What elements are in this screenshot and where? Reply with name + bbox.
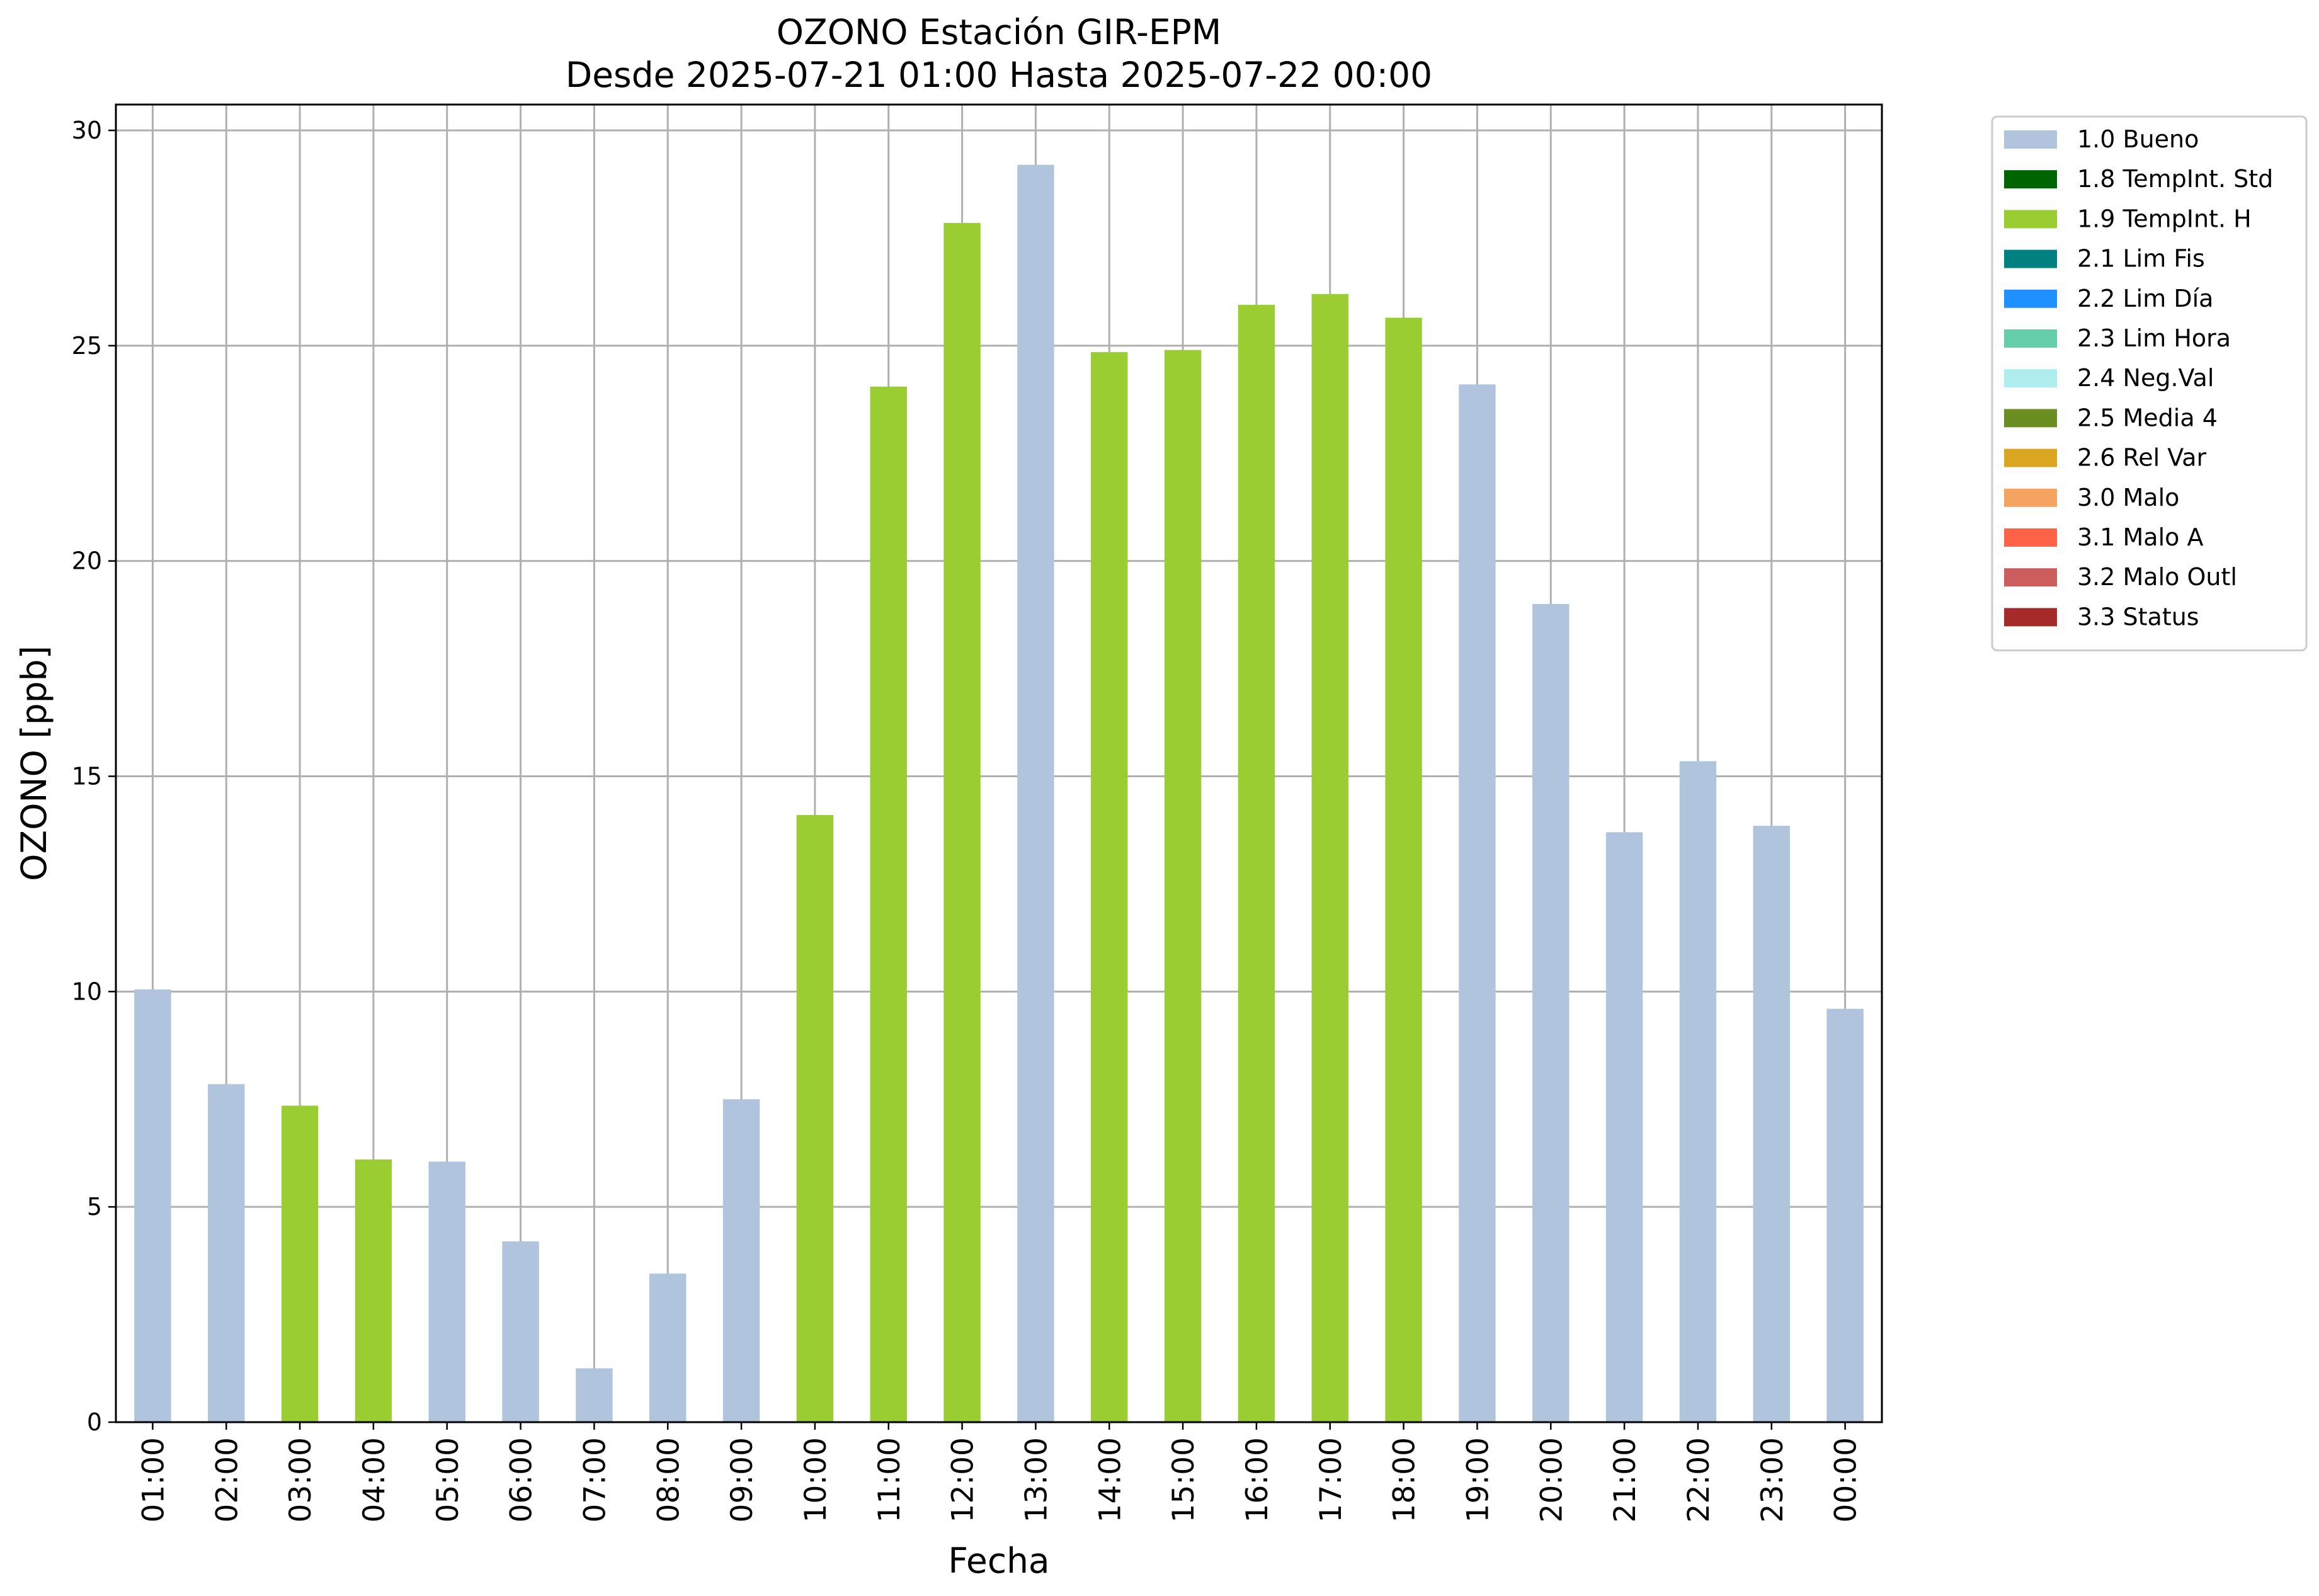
bar (576, 1368, 613, 1422)
x-tick-label: 14:00 (1093, 1437, 1127, 1522)
chart-subtitle: Desde 2025-07-21 01:00 Hasta 2025-07-22 … (566, 55, 1432, 95)
bar (428, 1161, 465, 1422)
bar (502, 1241, 539, 1422)
legend-entry: 3.2 Malo Outl (2077, 563, 2237, 591)
y-tick-label: 0 (87, 1408, 102, 1436)
y-tick-label: 25 (72, 332, 102, 360)
x-tick-label: 15:00 (1166, 1437, 1201, 1522)
bar (1753, 826, 1790, 1422)
legend-swatch (2004, 528, 2057, 547)
x-tick-label: 10:00 (799, 1437, 833, 1522)
y-axis: 0 5 10 15 20 25 30 (72, 117, 116, 1436)
y-axis-label: OZONO [ppb] (14, 646, 54, 881)
bar (281, 1105, 319, 1422)
legend-entry: 2.2 Lim Día (2077, 285, 2213, 312)
x-tick-label: 17:00 (1314, 1437, 1348, 1522)
x-tick-label: 03:00 (283, 1437, 318, 1522)
bar (649, 1274, 687, 1422)
legend-swatch (2004, 170, 2057, 189)
legend-entry: 2.4 Neg.Val (2077, 364, 2214, 392)
x-tick-label: 06:00 (504, 1437, 539, 1522)
chart-title: OZONO Estación GIR-EPM (777, 12, 1221, 52)
bar (1459, 384, 1496, 1422)
legend-entry: 2.1 Lim Fis (2077, 245, 2205, 273)
bar (1238, 304, 1275, 1422)
x-tick-label: 09:00 (725, 1437, 760, 1522)
bar (1091, 352, 1128, 1423)
x-tick-label: 13:00 (1019, 1437, 1054, 1522)
plot-frame (115, 103, 1883, 1423)
legend-swatch (2004, 369, 2057, 388)
bar (796, 815, 834, 1422)
legend-entry: 3.3 Status (2077, 603, 2199, 630)
legend-frame (1991, 115, 2308, 652)
y-tick-label: 15 (72, 763, 102, 790)
x-tick-label: 11:00 (872, 1437, 907, 1522)
x-tick-label: 01:00 (136, 1437, 171, 1522)
legend-swatch (2004, 210, 2057, 229)
x-axis-label: Fecha (948, 1541, 1049, 1581)
x-tick-label: 23:00 (1755, 1437, 1790, 1522)
x-tick-label: 00:00 (1829, 1437, 1864, 1522)
bar (870, 386, 907, 1422)
legend-entry: 2.5 Media 4 (2077, 404, 2218, 431)
bar (1385, 317, 1422, 1423)
x-tick-label: 21:00 (1608, 1437, 1643, 1522)
y-tick-label: 5 (87, 1193, 102, 1221)
bar (1017, 164, 1054, 1423)
bar (1532, 604, 1570, 1422)
y-tick-label: 20 (72, 547, 102, 575)
legend-entry: 2.6 Rel Var (2077, 444, 2207, 472)
legend-swatch (2004, 289, 2057, 308)
bar (208, 1084, 245, 1422)
legend-entry: 1.0 Bueno (2077, 125, 2199, 153)
legend-swatch (2004, 130, 2057, 149)
bar (1311, 294, 1348, 1423)
bar (355, 1159, 392, 1422)
legend-entry: 3.1 Malo A (2077, 523, 2203, 551)
x-tick-label: 04:00 (357, 1437, 392, 1522)
legend: 1.0 Bueno 1.8 TempInt. Std 1.9 TempInt. H 2… (1991, 115, 2308, 652)
legend-entry: 2.3 Lim Hora (2077, 324, 2231, 352)
legend-swatch (2004, 448, 2057, 467)
bars (134, 164, 1864, 1423)
bar (1605, 832, 1643, 1422)
x-tick-label: 12:00 (946, 1437, 981, 1522)
x-axis: 01:00 02:00 03:00 04:00 05:00 06:00 07:00 08:00… (136, 1422, 1864, 1522)
y-tick-label: 10 (72, 978, 102, 1005)
legend-entry: 1.8 TempInt. Std (2077, 165, 2273, 193)
x-tick-label: 22:00 (1682, 1437, 1716, 1522)
x-tick-label: 19:00 (1461, 1437, 1495, 1522)
bar (1679, 761, 1717, 1422)
x-tick-label: 07:00 (578, 1437, 612, 1522)
legend-swatch (2004, 568, 2057, 587)
bar (1826, 1008, 1864, 1422)
bar (1164, 350, 1202, 1422)
legend-swatch (2004, 488, 2057, 507)
legend-entry: 1.9 TempInt. H (2077, 205, 2252, 232)
legend-swatch (2004, 608, 2057, 627)
legend-swatch (2004, 329, 2057, 348)
x-tick-label: 08:00 (651, 1437, 686, 1522)
x-tick-label: 18:00 (1387, 1437, 1422, 1522)
legend-swatch (2004, 249, 2057, 268)
bar (134, 989, 171, 1422)
legend-swatch (2004, 409, 2057, 428)
x-tick-label: 02:00 (210, 1437, 244, 1522)
y-tick-label: 30 (72, 117, 102, 144)
x-tick-label: 16:00 (1240, 1437, 1275, 1522)
legend-entry: 3.0 Malo (2077, 484, 2179, 511)
bar (722, 1099, 760, 1422)
bar (943, 223, 981, 1422)
x-tick-label: 20:00 (1534, 1437, 1569, 1522)
x-tick-label: 05:00 (431, 1437, 465, 1522)
